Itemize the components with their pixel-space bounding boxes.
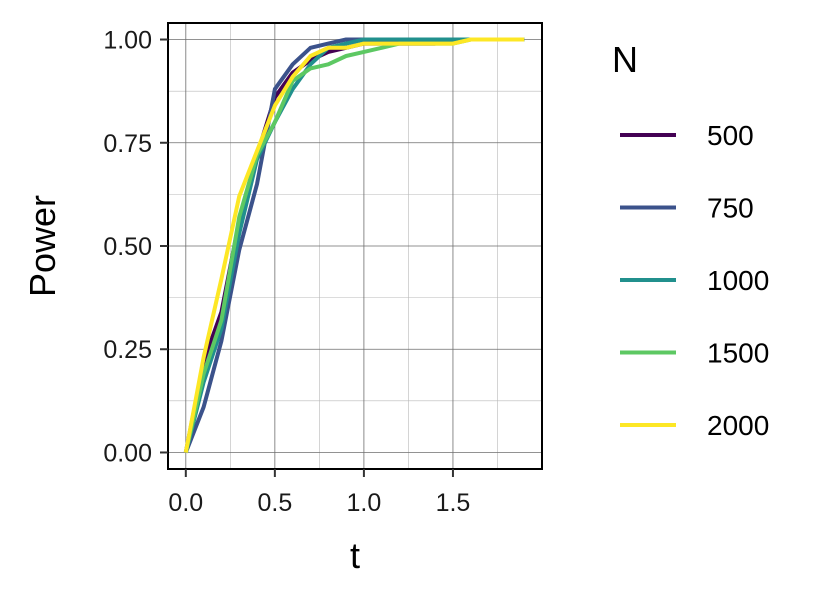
y-tick-label: 0.75 — [103, 130, 152, 158]
y-tick-label: 0.25 — [103, 336, 152, 364]
y-axis: 0.00 0.25 0.50 0.75 1.00 — [103, 27, 168, 467]
legend-title: N — [612, 39, 638, 80]
x-tick-label: 0.0 — [168, 489, 203, 517]
y-tick-label: 0.00 — [103, 439, 152, 467]
legend-label-1000: 1000 — [707, 265, 769, 296]
x-tick-label: 1.0 — [347, 489, 382, 517]
x-axis-title: t — [350, 535, 360, 576]
legend-label-500: 500 — [707, 120, 754, 151]
x-tick-label: 1.5 — [436, 489, 471, 517]
legend: N 500 750 1000 1500 2000 — [612, 39, 769, 441]
legend-items: 500 750 1000 1500 2000 — [620, 120, 769, 441]
y-tick-label: 1.00 — [103, 27, 152, 55]
series-lines — [183, 37, 525, 454]
y-tick-label: 0.50 — [103, 233, 152, 261]
legend-label-750: 750 — [707, 193, 754, 224]
legend-label-1500: 1500 — [707, 338, 769, 369]
series-line-2000 — [183, 37, 525, 453]
major-gridlines — [168, 23, 542, 469]
legend-label-2000: 2000 — [707, 410, 769, 441]
y-axis-title: Power — [22, 195, 63, 297]
x-axis: 0.0 0.5 1.0 1.5 — [168, 469, 470, 517]
x-tick-label: 0.5 — [257, 489, 292, 517]
